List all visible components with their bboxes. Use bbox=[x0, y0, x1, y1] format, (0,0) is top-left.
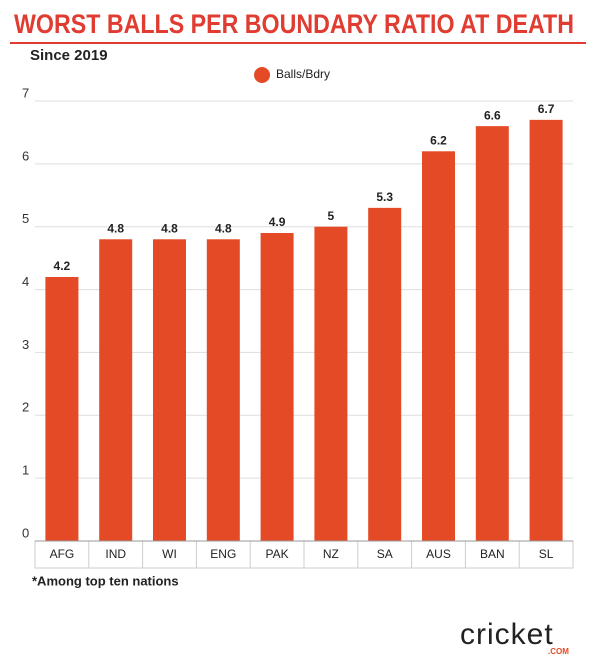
x-tick-label: IND bbox=[105, 547, 126, 561]
value-label: 6.7 bbox=[538, 102, 555, 116]
bar bbox=[422, 151, 455, 542]
bar bbox=[314, 226, 348, 541]
chart-subtitle: Since 2019 bbox=[30, 47, 108, 64]
y-tick-label: 5 bbox=[22, 211, 29, 226]
x-tick-label: ENG bbox=[210, 547, 236, 561]
bar bbox=[153, 239, 186, 542]
bar bbox=[99, 239, 133, 542]
y-tick-label: 6 bbox=[22, 148, 29, 163]
value-label: 4.8 bbox=[215, 221, 232, 235]
x-tick-label: NZ bbox=[323, 547, 339, 561]
bar bbox=[206, 239, 240, 542]
value-label: 4.9 bbox=[269, 215, 286, 229]
value-label: 6.2 bbox=[430, 133, 447, 147]
y-tick-label: 7 bbox=[22, 85, 29, 100]
value-label: 6.6 bbox=[484, 108, 501, 122]
legend-swatch bbox=[254, 67, 270, 83]
value-label: 4.2 bbox=[54, 259, 71, 273]
y-tick-label: 1 bbox=[22, 463, 29, 478]
bar bbox=[529, 119, 563, 541]
logo-text: cricket bbox=[460, 618, 554, 651]
value-label: 5 bbox=[328, 209, 335, 223]
x-tick-label: SA bbox=[377, 547, 393, 561]
footnote: *Among top ten nations bbox=[32, 573, 179, 588]
y-tick-label: 0 bbox=[22, 525, 29, 540]
value-label: 4.8 bbox=[161, 221, 178, 235]
value-label: 5.3 bbox=[376, 190, 393, 204]
value-label: 4.8 bbox=[107, 221, 124, 235]
x-tick-label: WI bbox=[162, 547, 177, 561]
bar bbox=[475, 126, 509, 542]
y-tick-label: 2 bbox=[22, 400, 29, 415]
x-tick-label: AFG bbox=[50, 547, 75, 561]
x-tick-label: SL bbox=[539, 547, 554, 561]
bar bbox=[368, 207, 402, 541]
bar bbox=[45, 277, 79, 541]
y-tick-label: 3 bbox=[22, 337, 29, 352]
bar bbox=[260, 233, 294, 541]
legend-label: Balls/Bdry bbox=[276, 67, 330, 81]
y-tick-label: 4 bbox=[22, 274, 29, 289]
logo-suffix: .COM bbox=[548, 647, 569, 656]
x-tick-label: AUS bbox=[426, 547, 451, 561]
chart-title: WORST BALLS PER BOUNDARY RATIO AT DEATH bbox=[14, 9, 574, 39]
x-tick-label: BAN bbox=[480, 547, 505, 561]
x-tick-label: PAK bbox=[266, 547, 289, 561]
